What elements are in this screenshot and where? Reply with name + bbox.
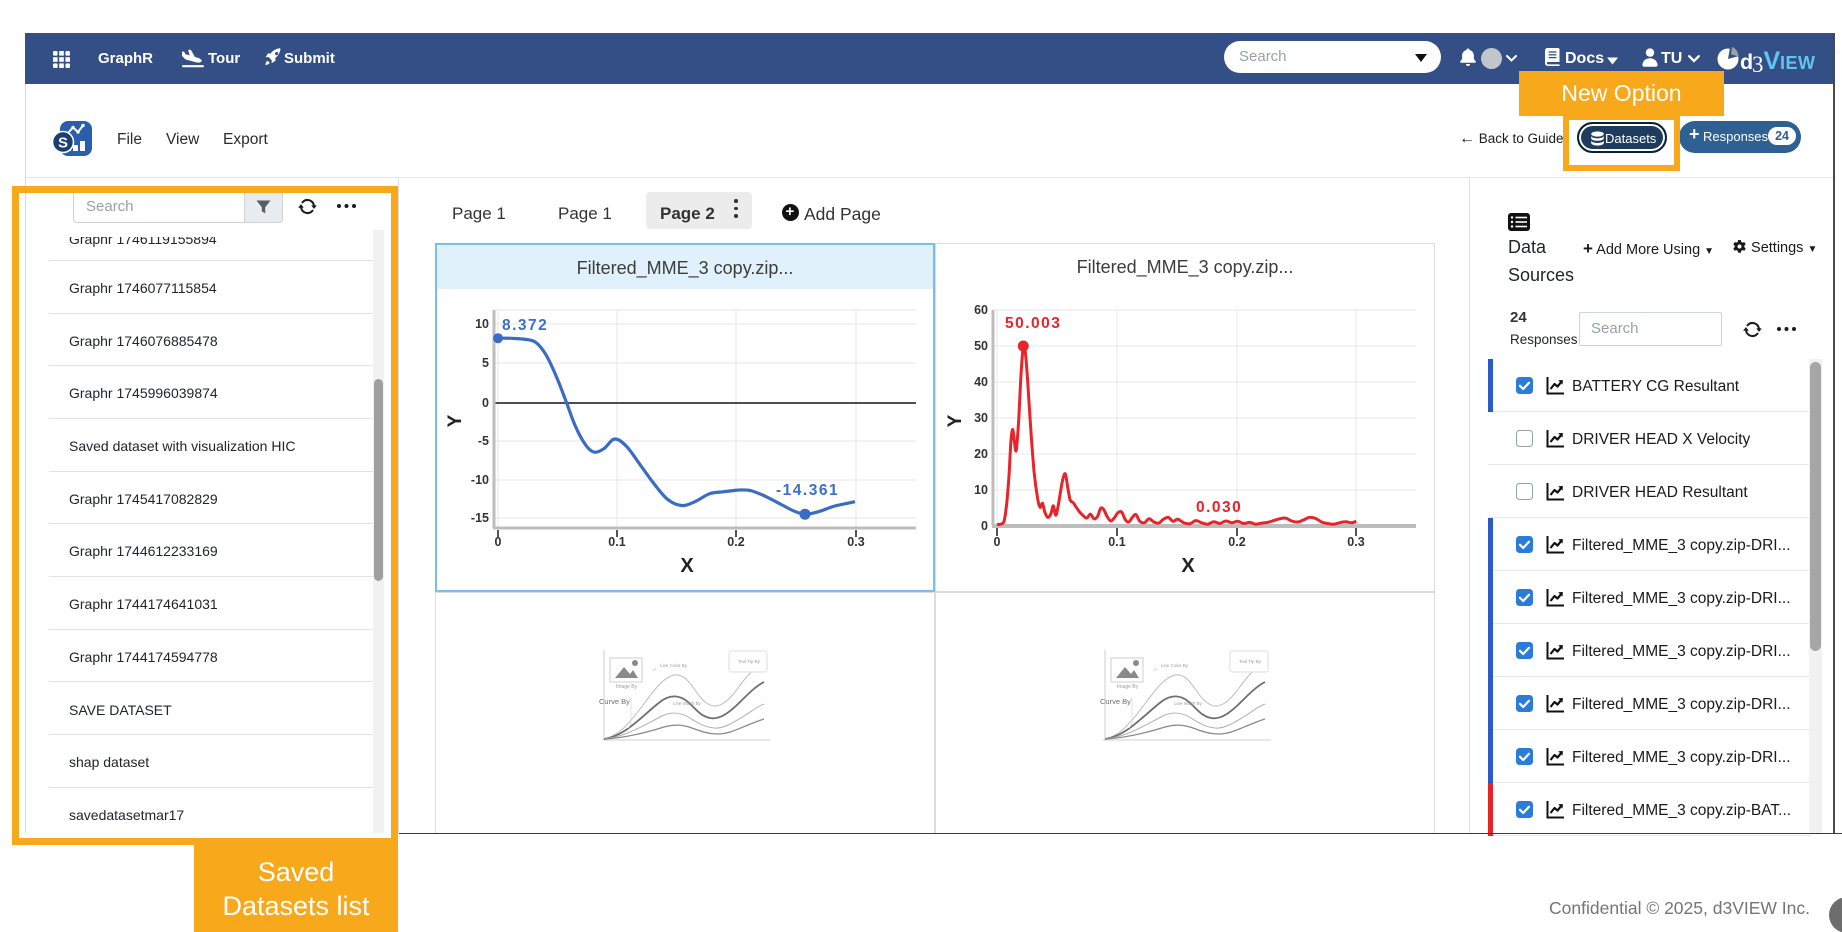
svg-text:5: 5	[482, 356, 489, 370]
svg-text:50: 50	[974, 339, 988, 353]
svg-text:0: 0	[482, 396, 489, 410]
svg-text:0: 0	[981, 519, 988, 533]
svg-text:10: 10	[475, 317, 489, 331]
svg-text:Y: Y	[945, 414, 966, 427]
svg-text:0: 0	[495, 535, 502, 549]
svg-text:®: ®	[1834, 48, 1840, 57]
svg-text:Y: Y	[445, 414, 466, 427]
svg-text:30: 30	[974, 411, 988, 425]
svg-text:60: 60	[974, 303, 988, 317]
svg-text:0.2: 0.2	[727, 535, 744, 549]
svg-text:0: 0	[994, 535, 1001, 549]
svg-text:V: V	[1764, 47, 1781, 74]
svg-text:8.372: 8.372	[502, 317, 548, 334]
svg-text:-5: -5	[478, 434, 489, 448]
svg-text:0.2: 0.2	[1228, 535, 1245, 549]
svg-text:0.1: 0.1	[608, 535, 625, 549]
svg-text:d: d	[1740, 50, 1753, 74]
svg-text:50.003: 50.003	[1005, 315, 1061, 332]
svg-text:3: 3	[1752, 52, 1764, 74]
svg-text:40: 40	[974, 375, 988, 389]
svg-text:X: X	[680, 555, 694, 577]
svg-text:X: X	[1181, 555, 1195, 577]
svg-text:0.030: 0.030	[1196, 499, 1242, 516]
svg-text:10: 10	[974, 483, 988, 497]
svg-text:-10: -10	[471, 473, 489, 487]
svg-text:-14.361: -14.361	[776, 482, 839, 499]
svg-text:IEW: IEW	[1780, 53, 1816, 73]
svg-text:S: S	[58, 135, 68, 152]
svg-text:0.3: 0.3	[847, 535, 864, 549]
svg-text:20: 20	[974, 447, 988, 461]
svg-text:-15: -15	[471, 511, 489, 525]
svg-text:0.1: 0.1	[1108, 535, 1125, 549]
svg-text:0.3: 0.3	[1347, 535, 1364, 549]
